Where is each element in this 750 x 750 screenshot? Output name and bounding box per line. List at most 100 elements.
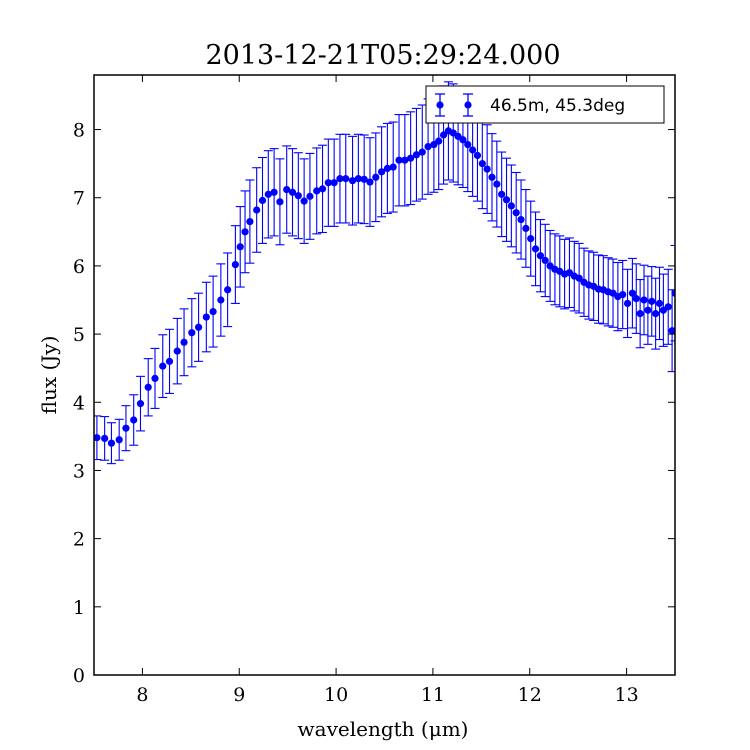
data-point [643,275,653,345]
data-point [400,113,410,207]
data-marker [488,173,496,181]
data-point [531,211,541,287]
data-point [129,394,139,446]
data-marker [144,383,152,391]
data-point [223,252,233,328]
data-point [230,225,240,304]
data-marker [276,198,284,206]
data-point [121,405,131,452]
data-point [569,240,579,312]
data-point [143,358,153,417]
legend: 46.5m, 45.3deg [425,85,665,124]
data-marker [115,436,123,444]
data-marker [151,374,159,383]
data-point [240,190,250,274]
plot-frame [93,74,676,676]
data-marker [241,228,249,236]
data-marker [531,245,540,253]
data-point [187,298,197,368]
data-point [658,273,668,347]
data-point [564,237,574,309]
data-marker [377,168,386,176]
data-point [216,263,226,337]
data-marker [644,306,652,314]
data-point [263,150,273,239]
data-marker [395,156,403,164]
data-point [245,179,255,264]
data-point [335,133,345,224]
data-point [235,206,245,288]
data-point [194,292,204,362]
data-marker [130,416,138,424]
data-marker [313,187,321,195]
data-marker [318,185,327,193]
data-marker [655,299,664,308]
data-marker [473,151,482,160]
data-point [201,281,211,353]
data-marker [623,299,632,308]
data-marker [435,137,443,145]
data-point [526,200,536,277]
data-marker [101,434,109,443]
data-point [165,328,175,394]
data-point [608,258,618,328]
data-point [472,109,482,202]
legend-marker-icon [435,93,473,117]
data-marker [330,179,338,187]
data-point [492,140,502,228]
data-marker [253,206,261,214]
data-marker [439,131,448,139]
data-point [158,334,168,399]
data-marker [360,175,368,183]
data-point [275,158,285,246]
data-point [269,148,279,237]
data-point [647,266,657,337]
data-marker [294,192,302,200]
data-point [257,156,267,244]
data-marker [231,260,239,269]
data-point [627,257,637,329]
x-axis-label: wavelength (μm) [298,717,469,741]
data-point [252,167,262,253]
data-marker [498,190,506,198]
data-marker [668,327,675,335]
data-point [411,107,421,202]
data-point [511,171,521,254]
x-axis: 8 9 10 11 12 13 [136,75,639,706]
data-marker [648,297,656,305]
data-marker [424,142,432,151]
data-point [497,151,507,238]
data-point [135,375,145,432]
data-point [535,218,545,293]
data-point [516,179,526,260]
plot-area [94,81,675,465]
data-marker [636,310,644,318]
data-marker [389,163,397,171]
data-marker [407,154,415,162]
data-marker [527,235,535,243]
data-marker [383,164,392,173]
data-point [618,259,628,330]
data-marker [522,224,530,233]
x-tick-label: 11 [421,684,445,706]
y-tick-label: 6 [73,256,85,278]
data-point [584,250,594,320]
data-marker [464,140,472,149]
data-marker [194,323,203,331]
data-point [94,415,102,461]
y-tick-label: 4 [73,392,85,414]
y-tick-label: 3 [73,460,85,482]
data-marker [418,148,426,156]
data-point [635,278,645,349]
data-point [631,263,641,334]
x-tick-label: 10 [324,684,348,706]
data-marker [412,151,421,159]
data-point [348,135,358,226]
data-marker [628,289,636,297]
data-marker [652,310,660,318]
data-marker [507,202,515,210]
data-marker [536,252,545,260]
data-point [482,124,492,214]
data-point [365,137,375,227]
data-marker [258,196,267,205]
